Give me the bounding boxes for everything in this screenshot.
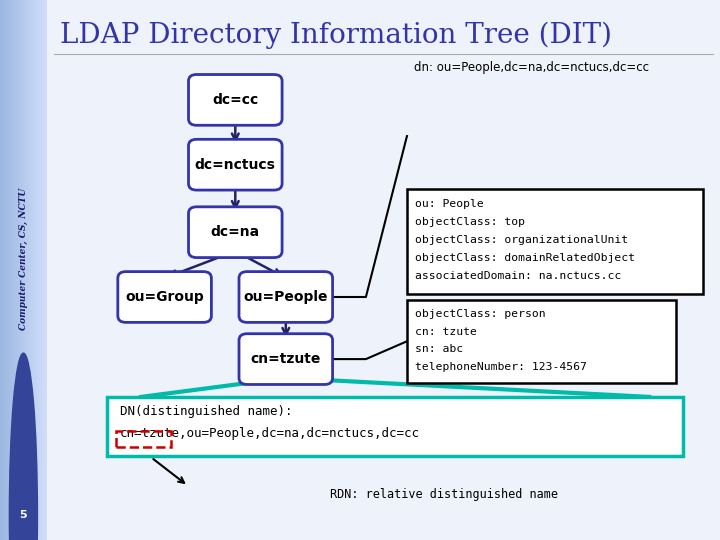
- FancyBboxPatch shape: [189, 75, 282, 125]
- Text: 5: 5: [19, 510, 27, 520]
- FancyBboxPatch shape: [118, 272, 212, 322]
- Text: dn: ou=People,dc=na,dc=nctucs,dc=cc: dn: ou=People,dc=na,dc=nctucs,dc=cc: [414, 61, 649, 74]
- FancyBboxPatch shape: [189, 207, 282, 258]
- Bar: [407, 189, 703, 294]
- Text: ou: People: ou: People: [415, 199, 484, 209]
- Text: dc=nctucs: dc=nctucs: [195, 158, 276, 172]
- Text: telephoneNumber: 123-4567: telephoneNumber: 123-4567: [415, 362, 587, 372]
- FancyBboxPatch shape: [189, 139, 282, 190]
- Text: objectClass: organizationalUnit: objectClass: organizationalUnit: [415, 235, 628, 245]
- Bar: [407, 300, 676, 383]
- Text: dc=cc: dc=cc: [212, 93, 258, 107]
- FancyBboxPatch shape: [239, 272, 333, 322]
- Text: ou=Group: ou=Group: [125, 290, 204, 304]
- Bar: [116, 431, 171, 447]
- Text: DN(distinguished name):: DN(distinguished name):: [120, 405, 292, 418]
- FancyBboxPatch shape: [239, 334, 333, 384]
- Text: LDAP Directory Information Tree (DIT): LDAP Directory Information Tree (DIT): [60, 22, 612, 49]
- Text: ou=People: ou=People: [243, 290, 328, 304]
- Text: associatedDomain: na.nctucs.cc: associatedDomain: na.nctucs.cc: [415, 271, 621, 281]
- Text: RDN: relative distinguished name: RDN: relative distinguished name: [330, 488, 557, 501]
- Text: Computer Center, CS, NCTU: Computer Center, CS, NCTU: [19, 188, 28, 330]
- Text: objectClass: domainRelatedObject: objectClass: domainRelatedObject: [415, 253, 635, 263]
- Circle shape: [9, 353, 37, 540]
- Text: sn: abc: sn: abc: [415, 345, 463, 354]
- Text: cn=tzute,ou=People,dc=na,dc=nctucs,dc=cc: cn=tzute,ou=People,dc=na,dc=nctucs,dc=cc: [120, 427, 420, 440]
- Text: objectClass: person: objectClass: person: [415, 309, 546, 320]
- Text: dc=na: dc=na: [211, 225, 260, 239]
- Text: cn=tzute: cn=tzute: [251, 352, 321, 366]
- Bar: [107, 397, 683, 456]
- Text: cn: tzute: cn: tzute: [415, 327, 477, 337]
- Text: objectClass: top: objectClass: top: [415, 217, 525, 227]
